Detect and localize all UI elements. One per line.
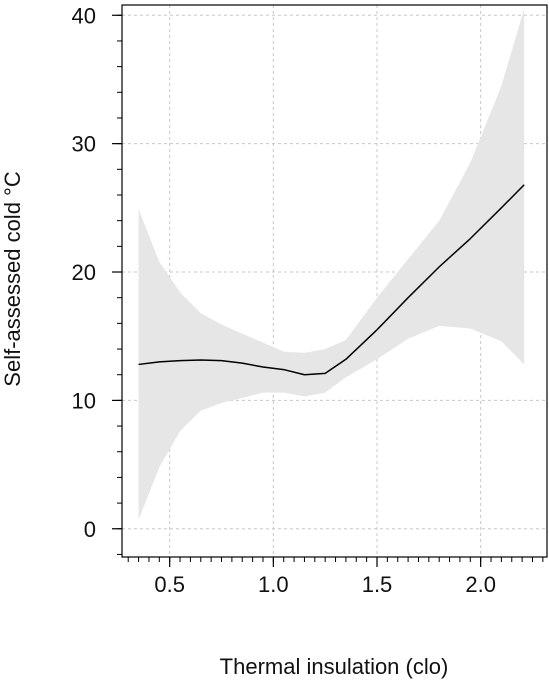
x-tick-label-3: 2.0 xyxy=(465,572,496,597)
y-axis-title: Self-assessed cold °C xyxy=(0,171,25,387)
y-tick-label-4: 40 xyxy=(72,3,96,28)
series-line-0 xyxy=(138,184,525,376)
y-tick-label-1: 10 xyxy=(72,388,96,413)
axis-layer xyxy=(112,4,548,567)
y-tick-label-3: 30 xyxy=(72,132,96,157)
x-tick-label-2: 1.5 xyxy=(362,572,393,597)
band-layer xyxy=(138,8,525,520)
y-tick-label-0: 0 xyxy=(84,517,96,542)
plot-frame xyxy=(121,4,548,558)
x-tick-label-1: 1.0 xyxy=(258,572,289,597)
x-tick-label-0: 0.5 xyxy=(154,572,185,597)
confidence-band-0 xyxy=(138,8,525,520)
line-layer xyxy=(138,184,525,376)
y-tick-label-2: 20 xyxy=(72,260,96,285)
x-axis-title: Thermal insulation (clo) xyxy=(220,654,449,679)
label-layer: 0.5 1.0 1.5 2.0 0 10 20 30 40 xyxy=(72,3,496,597)
